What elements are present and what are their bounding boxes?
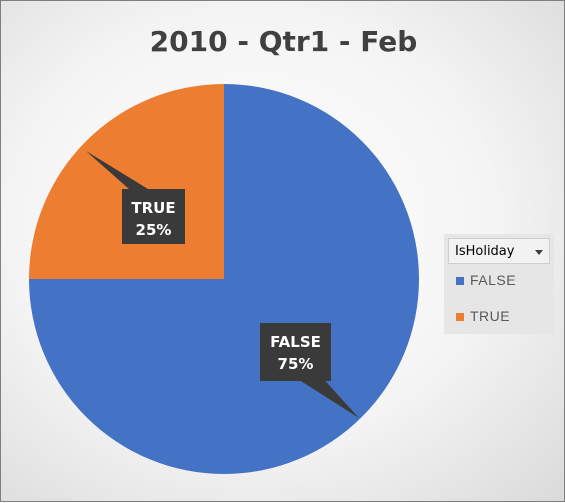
data-label-percent: 75% bbox=[278, 355, 314, 373]
data-label-category: FALSE bbox=[270, 333, 321, 351]
callout-tail-false bbox=[293, 374, 359, 418]
legend-label-true: TRUE bbox=[470, 308, 511, 324]
callout-tail-true bbox=[86, 151, 161, 197]
dropdown-arrow-icon[interactable] bbox=[535, 250, 543, 255]
data-label-box bbox=[122, 189, 185, 244]
data-label-box bbox=[260, 323, 331, 381]
data-label-false: FALSE 75% bbox=[260, 323, 331, 381]
legend-swatch-false bbox=[456, 277, 464, 285]
chart-title: 2010 - Qtr1 - Feb bbox=[149, 25, 418, 58]
legend-title: IsHoliday bbox=[455, 244, 515, 259]
legend-filter-dropdown[interactable]: IsHoliday bbox=[448, 238, 550, 264]
legend-swatch-true bbox=[456, 313, 464, 321]
data-label-category: TRUE bbox=[131, 199, 175, 217]
data-label-percent: 25% bbox=[136, 221, 172, 239]
legend-label-false: FALSE bbox=[470, 272, 517, 288]
legend: IsHoliday FALSE TRUE bbox=[444, 234, 554, 334]
data-label-true: TRUE 25% bbox=[122, 189, 185, 244]
